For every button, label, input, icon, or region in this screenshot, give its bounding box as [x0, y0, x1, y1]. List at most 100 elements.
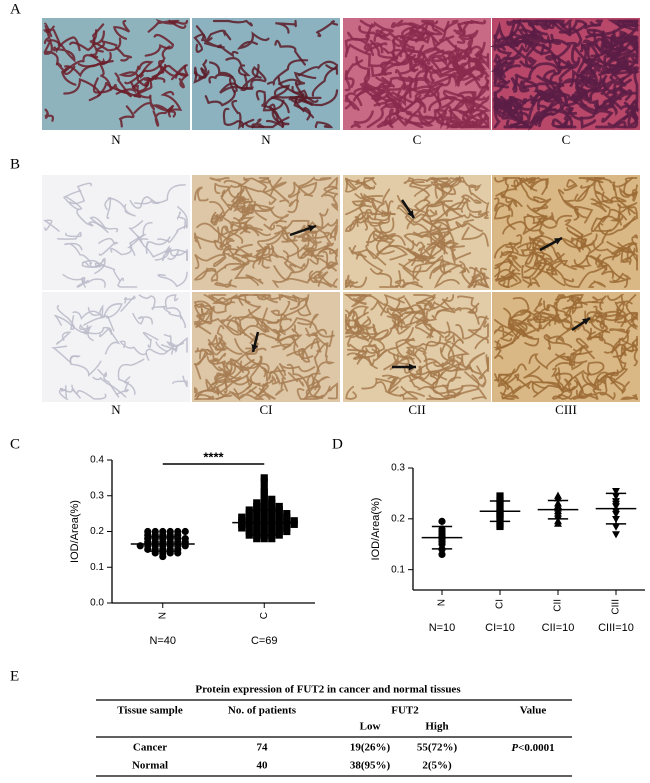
tissue — [257, 380, 272, 397]
tissue — [503, 307, 532, 325]
x-tick-label: CIII — [611, 599, 622, 615]
tissue — [624, 311, 638, 324]
tissue — [69, 182, 93, 205]
sample-size: CII=10 — [542, 622, 575, 634]
point — [554, 494, 562, 502]
tissue — [543, 20, 588, 36]
tissue — [408, 375, 436, 391]
tissue — [62, 273, 106, 288]
tissue — [599, 310, 627, 328]
tissue — [58, 385, 70, 400]
tissue — [499, 368, 520, 385]
tissue — [523, 320, 543, 336]
tissue — [411, 178, 433, 197]
tissue — [512, 73, 532, 91]
tissue — [415, 300, 436, 309]
tissue — [256, 294, 284, 301]
tissue — [207, 337, 227, 351]
tissue — [435, 118, 468, 129]
table-header: Tissue sample — [117, 705, 183, 717]
micrograph — [42, 175, 190, 290]
tissue — [404, 327, 442, 348]
tissue — [494, 258, 513, 278]
tissue — [428, 49, 448, 67]
tissue — [433, 359, 466, 372]
tissue — [327, 382, 338, 400]
tissue — [402, 254, 433, 282]
tissue — [573, 77, 608, 104]
tissue — [376, 115, 402, 129]
table-header: Value — [520, 705, 547, 717]
tissue — [330, 224, 338, 241]
tissue — [569, 68, 597, 91]
tissue — [211, 294, 238, 305]
tissue — [548, 90, 573, 112]
tissue — [271, 177, 290, 205]
tissue — [499, 268, 515, 283]
tissue — [603, 55, 629, 73]
tissue — [489, 33, 532, 48]
tissue — [579, 104, 614, 123]
tissue — [493, 98, 520, 119]
tissue — [421, 19, 439, 32]
table-cell: Normal — [132, 760, 168, 772]
tissue — [212, 19, 253, 27]
tissue — [625, 70, 639, 114]
tissue — [282, 250, 297, 274]
sd-bar — [547, 499, 569, 520]
tissue — [250, 66, 267, 87]
tissue — [110, 233, 147, 256]
tissue — [366, 102, 397, 129]
tissue — [494, 319, 533, 330]
tissue — [157, 271, 188, 288]
tissue — [296, 385, 331, 400]
tissue — [372, 230, 397, 242]
tissue — [444, 391, 462, 399]
tissue — [625, 294, 638, 323]
tissue — [446, 174, 462, 188]
tissue — [252, 315, 270, 333]
tissue — [307, 376, 331, 400]
tissue — [43, 22, 53, 45]
tissue — [433, 270, 460, 289]
tissue — [550, 367, 573, 392]
sample-size: N=40 — [149, 635, 176, 647]
tissue — [426, 221, 450, 246]
tissue — [353, 321, 375, 331]
tissue — [539, 33, 552, 56]
tissue — [430, 227, 452, 255]
tissue — [593, 190, 614, 205]
tissue — [355, 252, 384, 275]
tissue — [499, 95, 524, 127]
tissue — [213, 226, 224, 251]
panel-label: E — [10, 668, 19, 684]
tissue — [579, 42, 600, 67]
tissue — [414, 321, 445, 338]
tissue — [508, 254, 522, 268]
tissue — [261, 307, 282, 342]
tissue — [59, 384, 82, 399]
tissue — [53, 36, 81, 54]
tissue — [553, 294, 567, 307]
tissue — [471, 274, 488, 288]
tissue — [398, 255, 444, 273]
tissue — [263, 220, 287, 231]
tissue — [98, 328, 121, 355]
tissue — [64, 242, 93, 265]
tissue — [457, 21, 479, 36]
tissue — [405, 347, 427, 357]
image-caption: CI — [260, 402, 273, 417]
tissue — [115, 376, 131, 395]
tissue — [454, 307, 476, 314]
tissue — [270, 300, 291, 317]
tissue — [269, 371, 305, 387]
tissue — [81, 259, 102, 268]
sample-size: CIII=10 — [598, 622, 634, 634]
tissue — [345, 385, 357, 400]
tissue — [240, 63, 260, 92]
y-tick-label: 0.2 — [90, 526, 104, 537]
tissue — [455, 221, 484, 232]
tissue — [425, 340, 455, 366]
tissue — [405, 346, 422, 363]
tissue — [348, 247, 387, 266]
